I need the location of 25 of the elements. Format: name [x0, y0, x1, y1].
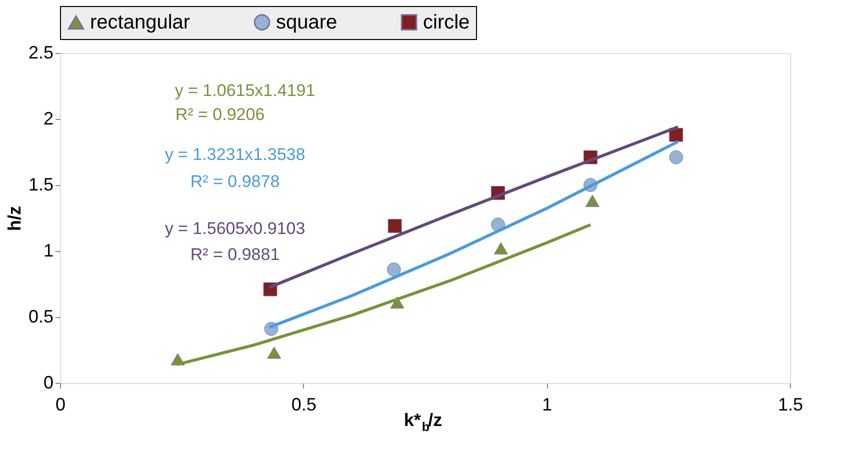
legend-label: circle [423, 11, 470, 34]
legend-label: square [276, 11, 338, 34]
point [494, 242, 508, 254]
x-tick-label: 1.5 [778, 394, 804, 414]
annotation: R² = 0.9206 [175, 105, 265, 124]
point [386, 262, 401, 276]
y-tick-label: 0.5 [28, 306, 54, 326]
annotation: y = 1.3231x1.3538 [164, 145, 306, 164]
point [267, 346, 282, 359]
point [388, 218, 402, 233]
annotation: y = 1.0615x1.4191 [174, 81, 316, 100]
y-tick-label: 2.5 [28, 42, 54, 62]
annotation: R² = 0.9878 [190, 172, 280, 191]
y-tick-label: 0 [43, 372, 54, 392]
point [585, 194, 600, 207]
y-tick-label: 1.5 [28, 174, 54, 194]
y-tick-label: 2 [43, 108, 54, 128]
legend-label: rectangular [90, 12, 190, 34]
y-axis-title: h/z [4, 206, 24, 231]
x-tick-label: 1 [542, 394, 552, 414]
point [669, 150, 684, 164]
x-tick-label: 0.5 [291, 394, 316, 414]
annotation: R² = 0.9881 [190, 245, 280, 264]
annotation: y = 1.5605x0.9103 [164, 219, 306, 238]
y-tick-label: 1 [43, 240, 54, 260]
